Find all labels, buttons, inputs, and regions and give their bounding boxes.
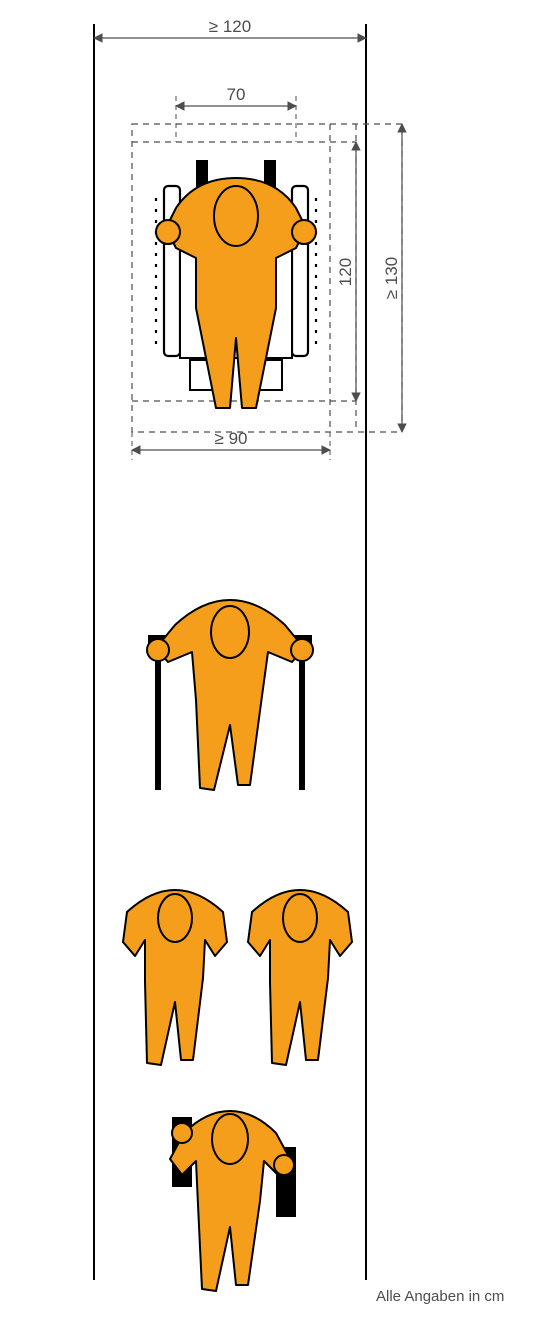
dim-clear-depth: ≥ 130 [382, 124, 402, 432]
two-walkers-icon [123, 890, 352, 1065]
accessibility-corridor-diagram: ≥ 120 70 120 ≥ 130 ≥ 90 [0, 0, 538, 1320]
wheelchair-user-icon [156, 160, 316, 408]
units-footnote: Alle Angaben in cm [376, 1288, 504, 1305]
walking-sticks-user-icon [147, 600, 313, 790]
rollator-user-icon [170, 1111, 296, 1291]
dim-top-overall-label: ≥ 120 [209, 17, 251, 36]
dim-wheelchair-width: 70 [176, 85, 296, 142]
dim-clear-width-label: ≥ 90 [215, 429, 248, 448]
dim-wheelchair-width-label: 70 [227, 85, 246, 104]
dim-top-overall: ≥ 120 [94, 17, 366, 38]
dim-clear-width: ≥ 90 [132, 429, 330, 460]
dim-clear-depth-label: ≥ 130 [382, 257, 401, 299]
dim-wheelchair-depth-label: 120 [336, 258, 355, 286]
dim-wheelchair-depth: 120 [336, 142, 356, 401]
